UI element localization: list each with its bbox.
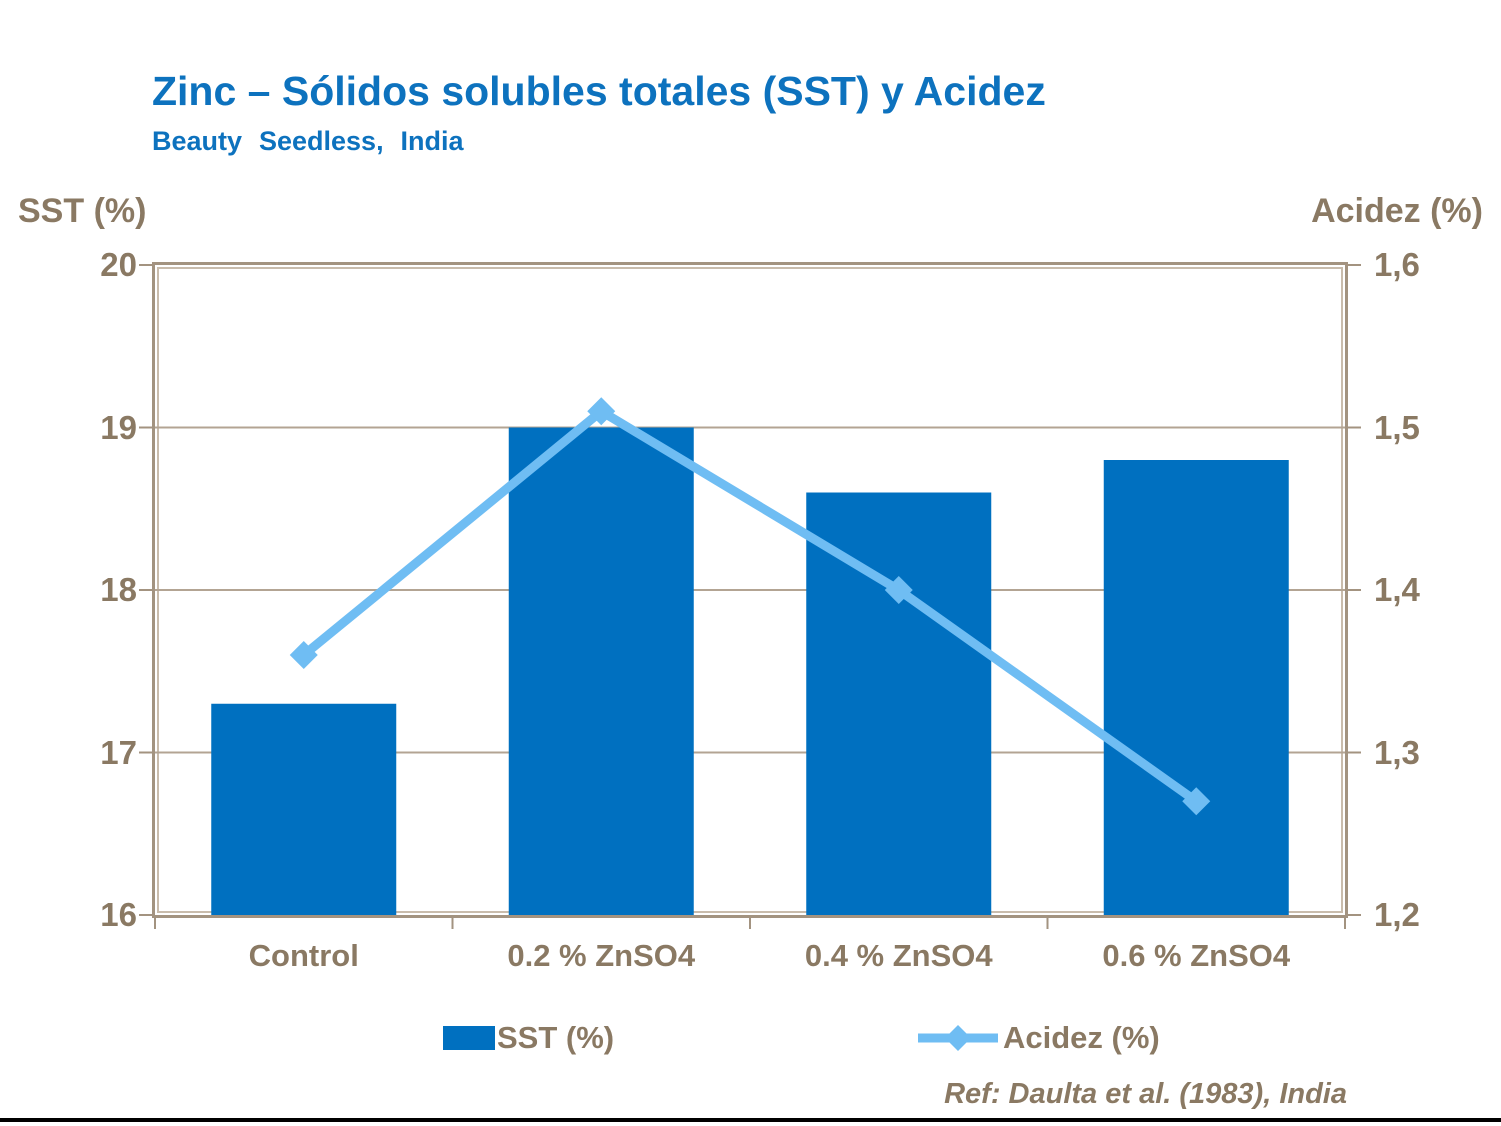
- bar-sst: [806, 492, 992, 915]
- x-axis-category-label: 0.2 % ZnSO4: [507, 938, 696, 973]
- x-axis-category-label: 0.4 % ZnSO4: [804, 938, 993, 973]
- x-axis-category-label: Control: [248, 938, 359, 973]
- chart-title: Zinc – Sólidos solubles totales (SST) y …: [152, 68, 1046, 114]
- legend-label-sst: SST (%): [497, 1020, 615, 1055]
- legend-label-acidez: Acidez (%): [1003, 1020, 1160, 1055]
- right-axis-tick-label: 1,2: [1374, 896, 1420, 933]
- reference-citation: Ref: Daulta et al. (1983), India: [944, 1078, 1347, 1110]
- left-axis-tick-label: 19: [100, 408, 137, 446]
- left-axis-tick-label: 20: [100, 246, 137, 283]
- left-axis-title: SST (%): [18, 192, 147, 230]
- right-axis-tick-label: 1,3: [1374, 733, 1420, 771]
- right-axis-title: Acidez (%): [1311, 192, 1483, 230]
- right-axis-tick-label: 1,6: [1374, 246, 1420, 283]
- sst-bar-swatch-icon: [443, 1026, 495, 1050]
- acidez-line-diamond-swatch-icon: [918, 1025, 998, 1051]
- legend-item-sst: SST (%): [443, 1012, 614, 1064]
- x-axis-category-label: 0.6 % ZnSO4: [1102, 938, 1291, 973]
- bar-sst: [1103, 460, 1289, 915]
- bar-sst: [508, 427, 694, 915]
- plot-area: [139, 262, 1361, 929]
- right-axis-tick-label: 1,4: [1374, 571, 1420, 608]
- acidez-line: [300, 405, 1199, 805]
- legend-item-acidez: Acidez (%): [915, 1012, 1160, 1064]
- chart-subtitle: Beauty Seedless, India: [152, 126, 464, 156]
- left-axis-tick-label: 17: [100, 733, 137, 771]
- acidez-marker: [884, 576, 913, 604]
- combo-chart-canvas: [139, 264, 1361, 929]
- bar-sst: [211, 703, 397, 915]
- acidez-marker: [1182, 787, 1211, 816]
- acidez-marker: [587, 397, 616, 426]
- left-axis-tick-label: 16: [100, 896, 137, 933]
- bottom-rule: [0, 1118, 1501, 1122]
- right-axis-tick-label: 1,5: [1374, 408, 1420, 446]
- acidez-marker: [289, 641, 318, 669]
- legend: SST (%) Acidez (%): [0, 1012, 1501, 1064]
- left-axis-tick-label: 18: [100, 571, 137, 608]
